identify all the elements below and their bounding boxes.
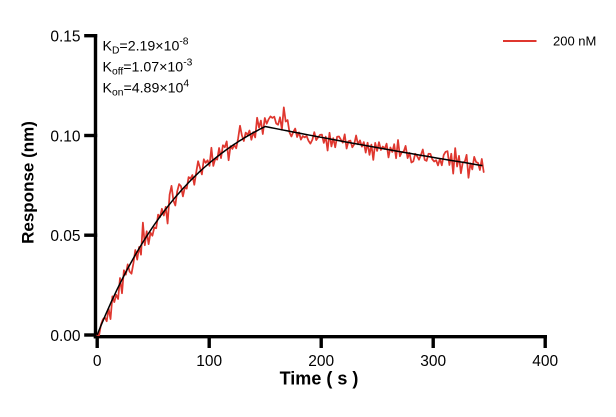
svg-text:0.10: 0.10 — [50, 129, 81, 146]
svg-text:200: 200 — [308, 353, 334, 370]
svg-text:Kon=4.89×104: Kon=4.89×104 — [103, 78, 190, 98]
svg-text:0: 0 — [93, 353, 102, 370]
svg-text:0.00: 0.00 — [50, 328, 81, 345]
svg-text:Koff=1.07×10-3: Koff=1.07×10-3 — [103, 58, 193, 78]
svg-text:KD=2.19×10-8: KD=2.19×10-8 — [103, 37, 189, 57]
svg-text:100: 100 — [196, 353, 222, 370]
svg-text:300: 300 — [420, 353, 446, 370]
svg-text:Response (nm): Response (nm) — [19, 121, 38, 244]
svg-text:0.15: 0.15 — [50, 29, 80, 46]
svg-text:400: 400 — [532, 353, 558, 370]
svg-text:0.05: 0.05 — [50, 228, 80, 245]
svg-text:Time ( s ): Time ( s ) — [280, 369, 359, 389]
svg-text:200 nM: 200 nM — [553, 34, 596, 49]
